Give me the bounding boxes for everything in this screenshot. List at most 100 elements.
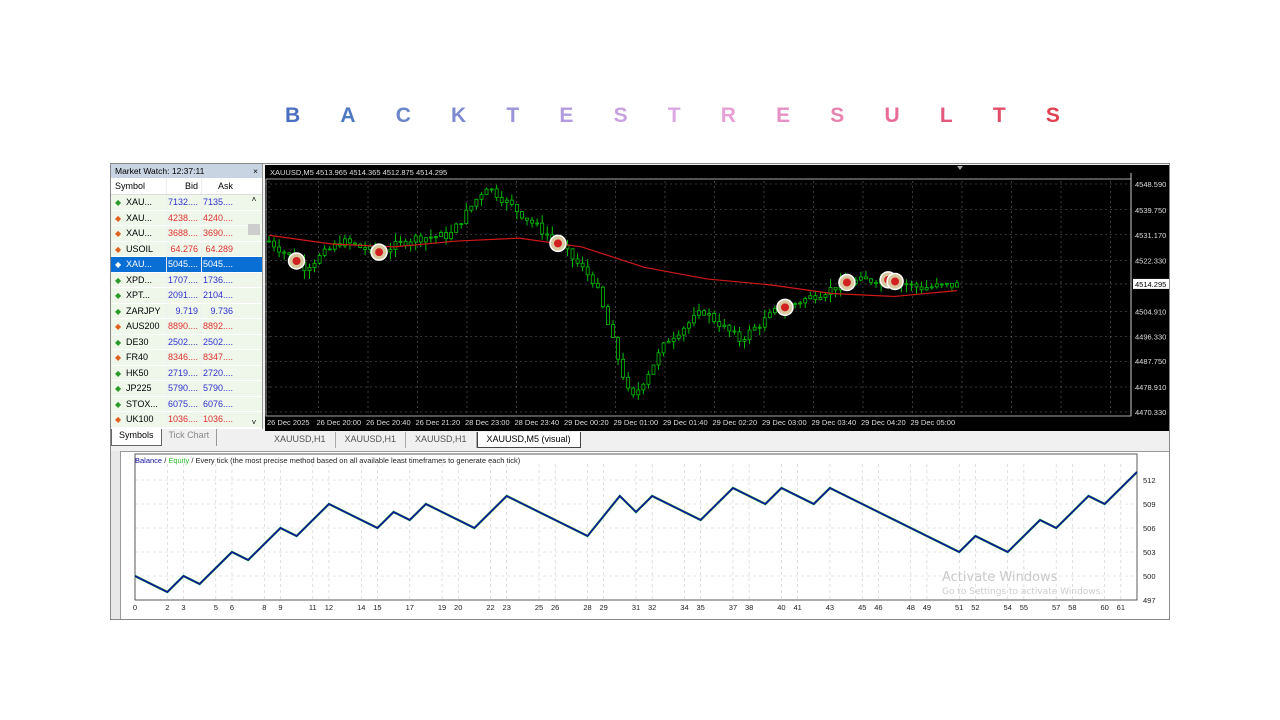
- trade-marker-dot: [781, 303, 789, 312]
- trade-marker-icon: [886, 272, 904, 291]
- candle-body: [798, 302, 803, 305]
- tab-tick-chart[interactable]: Tick Chart: [162, 429, 218, 446]
- candle-body: [621, 358, 626, 378]
- ask-cell: 9.736: [201, 303, 236, 318]
- candle-body: [439, 232, 443, 238]
- x-tick: 45: [858, 603, 866, 612]
- trade-marker-dot: [375, 248, 384, 257]
- tab-symbols[interactable]: Symbols: [111, 429, 162, 446]
- market-watch-row[interactable]: ◆ HK50 2719.... 2720....: [111, 365, 262, 381]
- market-watch-row[interactable]: ◆ XAU... 7132.... 7135....: [111, 195, 262, 211]
- candle-body: [823, 294, 828, 298]
- candle-body: [484, 188, 489, 196]
- title-letter: E: [559, 104, 574, 127]
- symbol: STOX...: [126, 398, 158, 409]
- market-watch-row[interactable]: ◆ FR40 8346.... 8347....: [111, 350, 262, 366]
- candle-body: [681, 327, 686, 336]
- arrow-up-icon: ◆: [115, 384, 122, 393]
- title-letter: C: [395, 104, 411, 127]
- current-price-box: [1133, 278, 1169, 289]
- market-watch-row[interactable]: ◆ XAU... 5045.... 5045....: [111, 257, 262, 273]
- scroll-down-icon[interactable]: ˅: [251, 418, 257, 427]
- chart-tab[interactable]: XAUUSD,M5 (visual): [476, 432, 581, 448]
- scroll-thumb[interactable]: [248, 224, 260, 235]
- x-tick: 43: [826, 603, 834, 612]
- candle-body: [489, 188, 494, 191]
- market-watch-row[interactable]: ◆ JP225 5790.... 5790....: [111, 381, 262, 397]
- market-watch-row[interactable]: ◆ AUS200 8890.... 8892....: [111, 319, 262, 335]
- symbol: JP225: [126, 383, 152, 393]
- candle-body: [950, 282, 954, 288]
- symbol: DE30: [126, 336, 149, 347]
- arrow-down-icon: ◆: [115, 213, 122, 223]
- plot-frame: [265, 178, 1132, 417]
- price-tick: 4478.910: [1135, 383, 1166, 392]
- candle-body: [874, 281, 878, 284]
- market-watch-row[interactable]: ◆ UK100 1036.... 1036....: [111, 412, 262, 428]
- symbol: AUS200: [126, 321, 160, 331]
- x-tick: 8: [262, 603, 266, 612]
- scroll-up-icon[interactable]: ˄: [251, 195, 257, 204]
- ask-cell: 8892....: [201, 319, 236, 334]
- close-icon[interactable]: ×: [253, 166, 258, 176]
- candle-body: [393, 241, 398, 250]
- candle-body: [388, 249, 393, 253]
- col-ask[interactable]: Ask: [201, 178, 236, 194]
- candle-body: [504, 199, 509, 203]
- ask-cell: 2104....: [201, 288, 236, 303]
- market-watch-row[interactable]: ◆ XPT... 2091.... 2104....: [111, 288, 262, 304]
- time-label: 29 Dec 03:40: [812, 418, 857, 427]
- candle-body: [418, 235, 423, 243]
- x-tick: 60: [1101, 603, 1109, 612]
- activate-windows-subtext: Go to Settings to activate Windows.: [942, 587, 1104, 597]
- ask-cell: 7135....: [201, 195, 236, 210]
- market-watch-row[interactable]: ◆ DE30 2502.... 2502....: [111, 334, 262, 350]
- price-chart[interactable]: 4548.590 4539.750 4531.170 4522.330 4504.910…: [265, 165, 1170, 431]
- legend-balance: Balance: [135, 456, 163, 465]
- market-watch-row[interactable]: ◆ STOX... 6075.... 6076....: [111, 396, 262, 412]
- x-tick: 57: [1052, 603, 1060, 612]
- symbol-cell: ◆ STOX...: [111, 397, 166, 412]
- market-watch-row[interactable]: ◆ XPD... 1707.... 1736....: [111, 272, 262, 288]
- candle-body: [449, 231, 454, 239]
- symbol-cell: ◆ XAU...: [111, 195, 166, 210]
- candle-body: [742, 339, 747, 342]
- candle-body: [272, 240, 276, 248]
- symbol-cell: ◆ ZARJPY: [111, 304, 166, 319]
- candle-body: [585, 266, 590, 276]
- candle-body: [580, 262, 585, 268]
- title-letter: B: [285, 104, 301, 127]
- market-watch-row[interactable]: ◆ XAU... 4238.... 4240....: [111, 210, 262, 226]
- chart-tabs: XAUUSD,H1 XAUUSD,H1 XAUUSD,H1 XAUUSD,M5 (vi…: [265, 432, 1169, 448]
- candle-body: [707, 313, 712, 316]
- chart-tab[interactable]: XAUUSD,H1: [336, 432, 407, 448]
- time-label: 29 Dec 01:40: [663, 418, 708, 427]
- time-label: 28 Dec 23:00: [465, 418, 510, 427]
- symbol: XPT...: [126, 290, 151, 300]
- time-label: 26 Dec 21:20: [416, 418, 461, 427]
- col-bid[interactable]: Bid: [166, 178, 201, 194]
- market-watch-row[interactable]: ◆ ZARJPY 9.719 9.736: [111, 303, 262, 319]
- x-tick: 40: [777, 603, 785, 612]
- col-symbol[interactable]: Symbol: [115, 181, 146, 191]
- title-letter: E: [776, 104, 791, 127]
- candle-body: [353, 242, 357, 245]
- candle-body: [762, 317, 767, 328]
- symbol-cell: ◆ AUS200: [111, 319, 166, 334]
- price-tick: 4531.170: [1135, 231, 1166, 240]
- chart-tab[interactable]: XAUUSD,H1: [406, 432, 477, 448]
- market-watch-row[interactable]: ◆ USOIL 64.276 64.289: [111, 241, 262, 257]
- y-tick: 506: [1143, 524, 1156, 533]
- title-letter: U: [884, 104, 900, 127]
- candle-body: [732, 330, 737, 333]
- candle-body: [509, 199, 514, 205]
- title-letter: S: [830, 104, 845, 127]
- x-tick: 38: [745, 603, 753, 612]
- market-watch-row[interactable]: ◆ XAU... 3688.... 3690....: [111, 226, 262, 242]
- scrollbar[interactable]: ˄ ˅: [248, 195, 260, 427]
- candle-body: [317, 254, 322, 264]
- candle-body: [514, 203, 519, 212]
- chart-tab[interactable]: XAUUSD,H1: [265, 432, 336, 448]
- time-label: 28 Dec 23:40: [515, 418, 560, 427]
- symbol: XAU...: [126, 259, 153, 269]
